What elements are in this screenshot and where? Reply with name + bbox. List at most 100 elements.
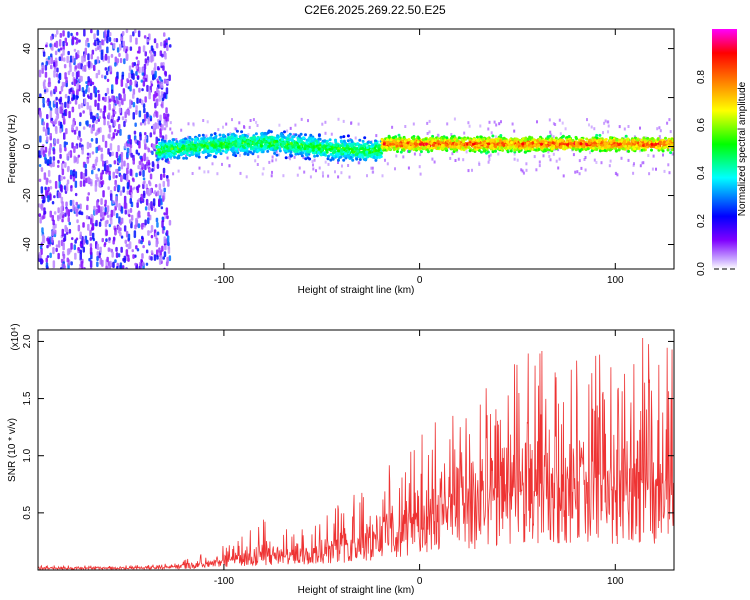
heatmap-cell [308,157,312,161]
heatmap-cell [112,239,115,245]
heatmap-cell [73,129,77,135]
heatmap-cell [542,154,545,158]
heatmap-cell [669,130,672,134]
heatmap-cell [375,134,378,138]
heatmap-cell [204,155,208,159]
heatmap-cell [157,66,160,71]
heatmap-cell [666,121,669,125]
heatmap-cell [141,235,144,240]
heatmap-cell [76,88,79,96]
heatmap-cell [117,145,120,152]
heatmap-cell [287,149,291,153]
heatmap-cell [206,120,209,124]
heatmap-cell [72,204,75,211]
heatmap-cell [63,132,66,140]
heatmap-cell [121,265,125,269]
heatmap-cell [150,80,153,85]
heatmap-cell [243,126,246,129]
heatmap-cell [525,168,528,172]
heatmap-cell [339,144,343,148]
heatmap-cell [64,101,67,108]
heatmap-cell [134,122,137,127]
heatmap-cell [56,67,59,73]
heatmap-cell [333,150,337,154]
heatmap-cell [104,29,107,38]
heatmap-cell [361,147,365,150]
heatmap-cell [283,142,287,146]
heatmap-cell [132,157,135,165]
heatmap-cell [66,248,70,256]
heatmap-cell [490,131,493,135]
heatmap-cell [623,127,626,131]
heatmap-cell [340,139,343,143]
heatmap-cell [180,128,183,132]
heatmap-cell [59,47,63,51]
heatmap-cell [237,147,240,151]
heatmap-cell [325,142,329,146]
heatmap-cell [104,96,107,103]
heatmap-cell [55,73,59,78]
heatmap-cell [52,161,55,168]
heatmap-cell [123,225,127,232]
heatmap-cell [402,155,405,159]
heatmap-cell [151,161,155,168]
heatmap-cell [289,135,292,139]
heatmap-cell [666,148,670,152]
heatmap-cell [300,154,304,158]
heatmap-cell [286,137,289,141]
heatmap-cell [57,215,60,222]
heatmap-cell [153,208,157,213]
heatmap-cell [62,30,65,37]
heatmap-cell [192,123,195,127]
heatmap-cell [80,171,83,180]
heatmap-cell [190,138,194,141]
heatmap-cell [271,155,274,159]
heatmap-cell [190,141,194,144]
heatmap-cell [571,146,575,150]
heatmap-cell [79,112,82,118]
heatmap-cell [142,80,146,87]
heatmap-cell [273,151,277,155]
heatmap-cell [58,72,62,81]
heatmap-cell [76,219,79,224]
heatmap-cell [252,118,255,122]
heatmap-cell [428,119,431,123]
heatmap-cell [554,123,557,126]
heatmap-cell [162,62,165,67]
heatmap-cell [38,203,41,208]
heatmap-cell [53,99,57,105]
heatmap-cell [330,132,333,136]
heatmap-cell [55,40,59,48]
heatmap-cell [239,137,243,141]
heatmap-cell [283,130,286,134]
heatmap-cell [620,156,623,160]
heatmap-cell [50,164,53,168]
heatmap-cell [71,199,75,205]
heatmap-cell [319,153,323,157]
heatmap-cell [321,122,324,126]
heatmap-cell [79,180,83,188]
heatmap-cell [120,151,124,158]
heatmap-cell [254,132,258,136]
heatmap-cell [135,172,138,178]
heatmap-cell [245,175,248,179]
heatmap-cell [366,146,369,150]
heatmap-cell [419,172,422,176]
heatmap-cell [155,42,159,49]
heatmap-cell [132,101,136,108]
heatmap-cell [228,137,231,141]
heatmap-cell [100,52,104,61]
heatmap-cell [296,139,300,143]
heatmap-cell [68,228,72,234]
heatmap-cell [339,150,343,154]
heatmap-cell [354,136,357,140]
heatmap-cell [204,139,208,142]
heatmap-cell [547,150,550,154]
heatmap-cell [135,245,138,250]
heatmap-cell [132,112,135,120]
heatmap-cell [214,135,218,139]
heatmap-cell [216,172,219,176]
heatmap-cell [321,171,324,175]
heatmap-cell [350,121,353,125]
heatmap-cell [102,110,105,119]
